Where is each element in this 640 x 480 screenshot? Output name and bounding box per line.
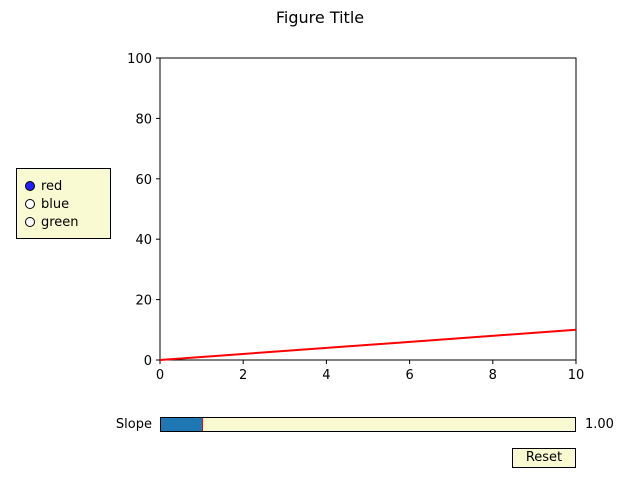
figure-title: Figure Title <box>275 8 365 27</box>
y-tick-label: 100 <box>127 52 152 67</box>
slope-slider[interactable] <box>160 417 576 432</box>
color-radio-panel: red blue green <box>16 168 111 239</box>
x-tick-label: 6 <box>405 368 413 383</box>
radio-option-green[interactable]: green <box>25 213 79 231</box>
y-tick-label: 20 <box>135 294 152 309</box>
x-tick-label: 2 <box>239 368 247 383</box>
series-line <box>159 328 577 361</box>
slope-slider-value: 1.00 <box>585 417 614 432</box>
y-tick-label: 80 <box>135 112 152 127</box>
radio-option-blue[interactable]: blue <box>25 195 69 213</box>
x-tick-label: 8 <box>489 368 497 383</box>
y-tick-label: 60 <box>135 173 152 188</box>
x-tick-label: 0 <box>156 368 164 383</box>
radio-option-red[interactable]: red <box>25 177 62 195</box>
slope-slider-label: Slope <box>115 417 152 432</box>
plot-area <box>159 57 577 361</box>
radio-label-green: green <box>41 214 79 230</box>
radio-button-red[interactable] <box>25 181 35 191</box>
radio-label-blue: blue <box>41 196 70 212</box>
x-tick-label: 10 <box>568 368 585 383</box>
radio-button-green[interactable] <box>25 217 35 227</box>
y-tick-label: 0 <box>144 354 152 369</box>
y-tick-label: 40 <box>135 233 152 248</box>
radio-label-red: red <box>41 178 63 194</box>
radio-button-blue[interactable] <box>25 199 35 209</box>
x-tick-label: 4 <box>322 368 330 383</box>
slope-slider-initial-marker <box>202 418 204 431</box>
reset-button[interactable]: Reset <box>512 448 576 468</box>
slope-slider-fill[interactable] <box>161 418 203 431</box>
